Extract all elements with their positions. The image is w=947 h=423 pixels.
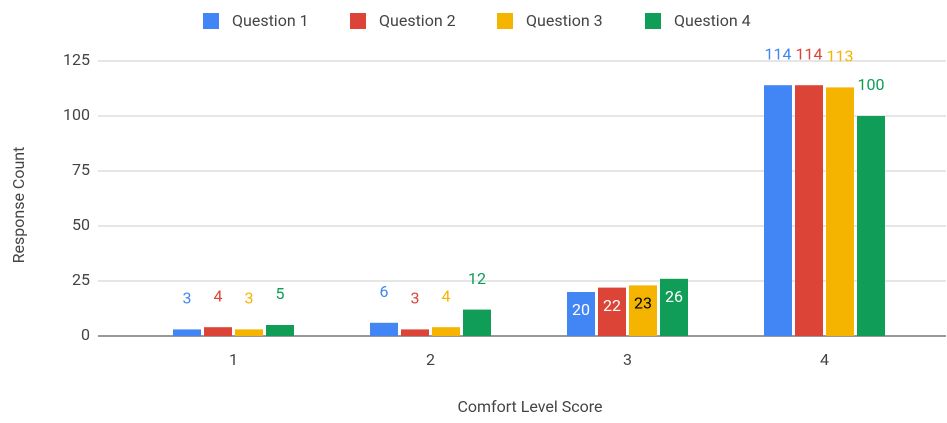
bar — [173, 329, 201, 336]
y-tick-label: 75 — [72, 160, 90, 179]
y-axis-title: Response Count — [9, 147, 28, 264]
data-label: 12 — [468, 269, 486, 288]
bar — [764, 85, 792, 336]
legend-label: Question 1 — [232, 11, 309, 30]
data-label: 22 — [603, 296, 621, 315]
bar — [795, 85, 823, 336]
x-tick-label: 3 — [623, 350, 632, 369]
bar — [598, 287, 626, 336]
bar — [370, 322, 398, 336]
legend-label: Question 3 — [526, 11, 603, 30]
data-label: 100 — [858, 75, 885, 94]
bar — [235, 329, 263, 336]
data-label: 3 — [183, 289, 192, 308]
y-tick-label: 0 — [81, 325, 90, 344]
bar — [204, 327, 232, 336]
bar — [463, 309, 491, 336]
data-label: 3 — [411, 289, 420, 308]
bar — [826, 87, 854, 337]
data-label: 20 — [572, 300, 590, 319]
x-tick-label: 2 — [426, 350, 435, 369]
data-label: 5 — [276, 284, 285, 303]
x-axis-title: Comfort Level Score — [457, 397, 602, 416]
legend-swatch — [350, 13, 366, 29]
y-tick-label: 100 — [63, 105, 90, 124]
legend-swatch — [497, 13, 513, 29]
legend-swatch — [645, 13, 661, 29]
y-tick-label: 125 — [63, 50, 90, 69]
data-label: 4 — [442, 286, 451, 305]
bar — [401, 329, 429, 336]
bar — [660, 278, 688, 336]
data-label: 3 — [245, 289, 254, 308]
bar — [857, 116, 885, 336]
data-label: 114 — [796, 44, 823, 63]
y-tick-label: 50 — [72, 215, 90, 234]
bar — [266, 325, 294, 336]
x-tick-label: 4 — [820, 350, 829, 369]
bar — [432, 327, 460, 336]
data-label: 26 — [665, 287, 683, 306]
data-label: 113 — [827, 47, 854, 66]
bar — [567, 292, 595, 336]
legend-swatch — [203, 13, 219, 29]
data-label: 4 — [214, 286, 223, 305]
legend-label: Question 4 — [674, 11, 751, 30]
data-label: 114 — [765, 44, 792, 63]
bar — [629, 285, 657, 336]
y-tick-label: 25 — [72, 270, 90, 289]
x-tick-label: 1 — [229, 350, 238, 369]
legend-label: Question 2 — [379, 11, 456, 30]
data-label: 23 — [634, 294, 652, 313]
data-label: 6 — [380, 282, 389, 301]
